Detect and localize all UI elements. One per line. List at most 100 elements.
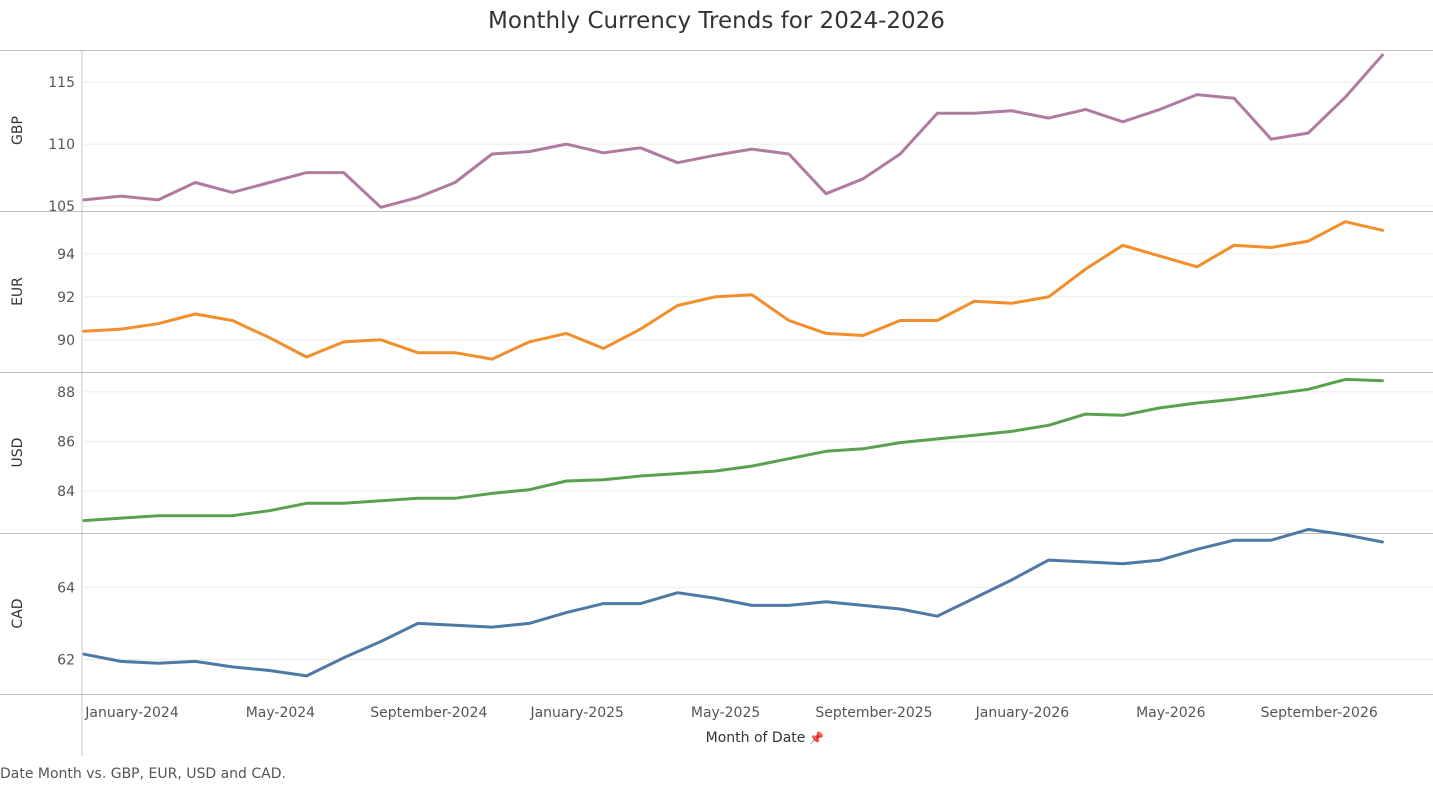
data-point-cad xyxy=(453,623,457,627)
series-line-usd xyxy=(82,377,1384,523)
x-axis-title: Month of Date 📌 xyxy=(640,730,890,746)
data-point-gbp xyxy=(601,151,605,155)
data-point-usd xyxy=(119,516,123,520)
x-tick-label: September-2026 xyxy=(1261,705,1378,721)
data-point-gbp xyxy=(750,147,754,151)
data-point-eur xyxy=(1232,243,1236,247)
data-point-eur xyxy=(750,293,754,297)
data-point-eur xyxy=(156,322,160,326)
data-point-usd xyxy=(898,441,902,445)
data-point-eur xyxy=(490,357,494,361)
data-point-eur xyxy=(342,340,346,344)
data-point-cad xyxy=(601,602,605,606)
data-point-cad xyxy=(1306,527,1310,531)
y-tick-label: 62 xyxy=(57,653,75,669)
data-point-eur xyxy=(824,331,828,335)
data-point-gbp xyxy=(453,181,457,185)
data-point-gbp xyxy=(1158,107,1162,111)
data-point-gbp xyxy=(379,205,383,209)
pin-icon[interactable]: 📌 xyxy=(809,731,825,745)
data-point-gbp xyxy=(1195,93,1199,97)
data-point-cad xyxy=(230,665,234,669)
data-point-eur xyxy=(787,318,791,322)
x-tick-label: January-2024 xyxy=(84,705,179,721)
data-point-cad xyxy=(861,603,865,607)
data-point-usd xyxy=(639,474,643,478)
data-point-usd xyxy=(861,447,865,451)
x-tick-label: January-2026 xyxy=(975,705,1070,721)
data-point-usd xyxy=(564,479,568,483)
data-point-cad xyxy=(82,652,86,656)
data-point-usd xyxy=(379,499,383,503)
data-point-eur xyxy=(119,327,123,331)
data-point-eur xyxy=(1343,220,1347,224)
data-point-usd xyxy=(1010,429,1014,433)
data-point-cad xyxy=(268,668,272,672)
data-point-usd xyxy=(1343,377,1347,381)
x-tick-label: January-2025 xyxy=(529,705,624,721)
data-point-eur xyxy=(676,303,680,307)
data-point-cad xyxy=(1343,533,1347,537)
panel-label-cad: CAD xyxy=(10,598,26,628)
data-point-cad xyxy=(676,591,680,595)
data-point-cad xyxy=(379,640,383,644)
panel-label-eur: EUR xyxy=(10,277,26,306)
data-point-eur xyxy=(230,318,234,322)
y-tick-label: 90 xyxy=(57,333,75,349)
data-point-cad xyxy=(1084,560,1088,564)
data-point-cad xyxy=(527,621,531,625)
y-tick-label: 88 xyxy=(57,385,75,401)
data-point-eur xyxy=(453,351,457,355)
panel-label-usd: USD xyxy=(10,438,26,468)
chart-title: Monthly Currency Trends for 2024-2026 xyxy=(488,8,945,34)
data-point-cad xyxy=(305,674,309,678)
data-point-gbp xyxy=(230,190,234,194)
y-tick-label: 105 xyxy=(48,199,75,215)
data-point-gbp xyxy=(119,194,123,198)
data-point-cad xyxy=(1010,578,1014,582)
data-point-gbp xyxy=(935,111,939,115)
data-point-usd xyxy=(676,472,680,476)
data-point-cad xyxy=(824,600,828,604)
data-point-gbp xyxy=(1343,95,1347,99)
data-point-eur xyxy=(416,351,420,355)
data-point-cad xyxy=(193,659,197,663)
data-point-eur xyxy=(379,338,383,342)
data-point-eur xyxy=(564,331,568,335)
data-point-gbp xyxy=(342,171,346,175)
data-point-gbp xyxy=(972,111,976,115)
data-point-gbp xyxy=(156,198,160,202)
x-tick-label: September-2025 xyxy=(815,705,932,721)
data-point-cad xyxy=(898,607,902,611)
data-point-eur xyxy=(193,312,197,316)
data-point-usd xyxy=(1047,423,1051,427)
y-tick-label: 115 xyxy=(48,75,75,91)
data-point-gbp xyxy=(1306,131,1310,135)
data-point-usd xyxy=(416,496,420,500)
data-point-gbp xyxy=(1381,53,1385,57)
data-point-gbp xyxy=(193,181,197,185)
data-point-cad xyxy=(713,596,717,600)
data-point-gbp xyxy=(824,192,828,196)
data-point-usd xyxy=(1195,401,1199,405)
data-point-cad xyxy=(1121,562,1125,566)
data-point-cad xyxy=(1047,558,1051,562)
data-point-cad xyxy=(639,602,643,606)
data-point-eur xyxy=(1084,267,1088,271)
y-tick-label: 110 xyxy=(48,137,75,153)
data-point-usd xyxy=(527,488,531,492)
data-point-usd xyxy=(1306,387,1310,391)
data-point-gbp xyxy=(1269,137,1273,141)
data-point-usd xyxy=(1084,412,1088,416)
data-point-eur xyxy=(1306,239,1310,243)
data-point-eur xyxy=(1381,228,1385,232)
data-point-cad xyxy=(972,596,976,600)
data-point-eur xyxy=(305,355,309,359)
data-point-eur xyxy=(1195,265,1199,269)
data-point-cad xyxy=(156,661,160,665)
data-point-gbp xyxy=(1121,120,1125,124)
data-point-gbp xyxy=(564,142,568,146)
data-point-gbp xyxy=(713,153,717,157)
data-point-gbp xyxy=(268,181,272,185)
data-point-cad xyxy=(1232,538,1236,542)
